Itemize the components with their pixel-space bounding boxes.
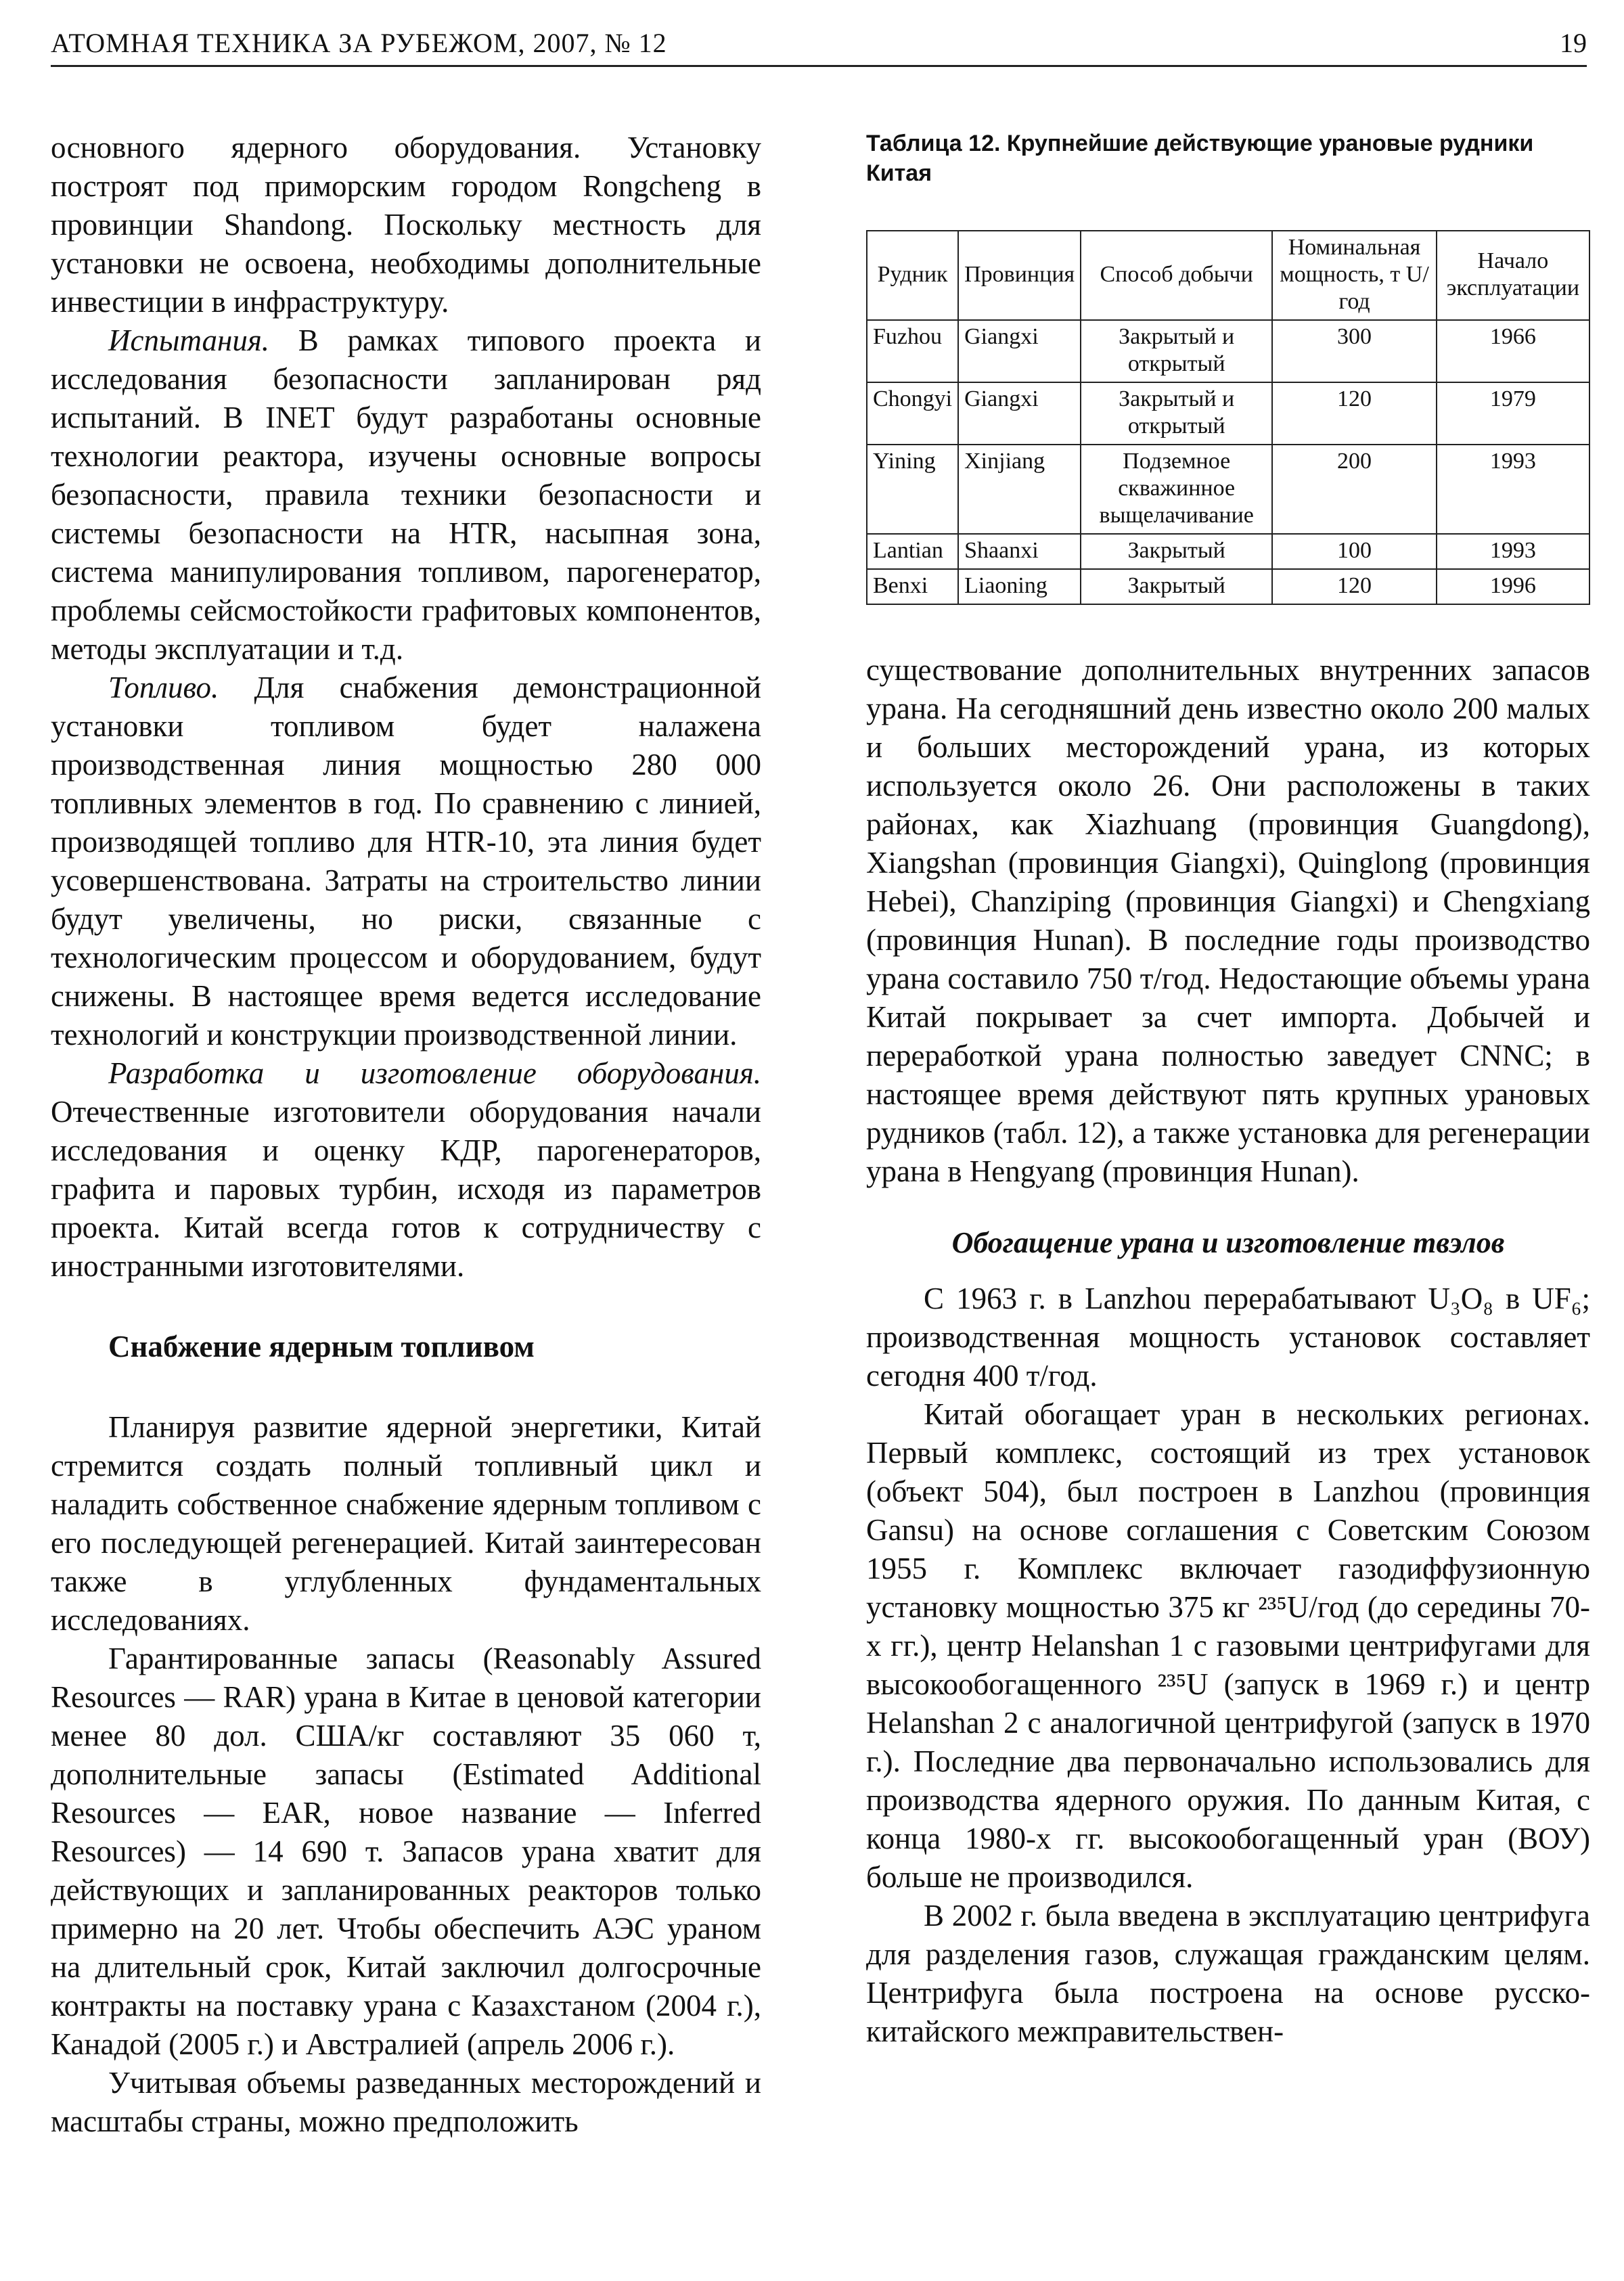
left-column: основного ядерного оборудования. Установ… bbox=[51, 129, 761, 2141]
table-header-row: Рудник Провинция Способ добычи Номинальная … bbox=[865, 230, 1591, 321]
table-cell: 300 bbox=[1271, 319, 1437, 383]
paragraph: основного ядерного оборудования. Установ… bbox=[51, 129, 761, 321]
table-cell: Giangxi bbox=[957, 382, 1082, 445]
table-cell: 120 bbox=[1271, 568, 1437, 605]
table-cell: Xinjiang bbox=[957, 444, 1082, 535]
table-row: Yining Xinjiang Подземное скважинное выщел… bbox=[865, 444, 1591, 535]
paragraph: В 2002 г. была введена в эксплуатацию це… bbox=[866, 1897, 1590, 2051]
paragraph-text: Для снабжения демонстрационной установки… bbox=[51, 671, 761, 1052]
paragraph: Гарантированные запасы (Reasonably Assur… bbox=[51, 1640, 761, 2064]
table-cell: Fuzhou bbox=[865, 319, 960, 383]
paragraph-text: Отечественные изготовители оборудования … bbox=[51, 1095, 761, 1283]
paragraph: С 1963 г. в Lanzhou перерабатывают U₃O₈ … bbox=[866, 1280, 1590, 1395]
table-cell: Закрытый и открытый bbox=[1080, 382, 1273, 445]
paragraph: Испытания. В рамках типового проекта и и… bbox=[51, 321, 761, 669]
table-row: Fuzhou Giangxi Закрытый и открытый 300 1966 bbox=[865, 319, 1591, 383]
page-number: 19 bbox=[1560, 28, 1587, 58]
table-cell: Shaanxi bbox=[957, 533, 1082, 570]
section-heading: Снабжение ядерным топливом bbox=[108, 1330, 535, 1363]
column-header: Номинальная мощность, т U/год bbox=[1271, 230, 1437, 321]
right-column: Таблица 12. Крупнейшие действующие урано… bbox=[865, 129, 1591, 2051]
paragraph-text: Гарантированные запасы (Reasonably Assur… bbox=[51, 1642, 761, 2061]
column-header: Начало эксплуатации bbox=[1435, 230, 1591, 321]
section-heading: Обогащение урана и изготовление твэлов bbox=[951, 1226, 1505, 1259]
mines-table: Рудник Провинция Способ добычи Номинальная … bbox=[865, 230, 1591, 605]
table-cell: Закрытый и открытый bbox=[1080, 319, 1273, 383]
table-cell: 120 bbox=[1271, 382, 1437, 445]
table-cell: Подземное скважинное выщелачивание bbox=[1080, 444, 1273, 535]
paragraph-text: Учитывая объемы разведанных месторождени… bbox=[51, 2066, 761, 2138]
table-cell: Закрытый bbox=[1080, 533, 1273, 570]
paragraph-lead: Испытания. bbox=[108, 323, 269, 357]
table-cell: 1979 bbox=[1435, 382, 1591, 445]
table-cell: 1993 bbox=[1435, 444, 1591, 535]
table-row: Chongyi Giangxi Закрытый и открытый 120 1979 bbox=[865, 382, 1591, 445]
journal-title: АТОМНАЯ ТЕХНИКА ЗА РУБЕЖОМ, 2007, № 12 bbox=[51, 28, 667, 58]
paragraph: Учитывая объемы разведанных месторождени… bbox=[51, 2064, 761, 2141]
paragraph-text: основного ядерного оборудования. Установ… bbox=[51, 131, 761, 319]
table-cell: 1993 bbox=[1435, 533, 1591, 570]
paragraph-text: существование дополнительных внутренних … bbox=[866, 653, 1590, 1188]
table-cell: 1966 bbox=[1435, 319, 1591, 383]
paragraph: существование дополнительных внутренних … bbox=[866, 651, 1590, 1191]
paragraph-lead: Разработка и изготовление оборудования. bbox=[108, 1056, 761, 1090]
paragraph: Китай обогащает уран в нескольких регион… bbox=[866, 1395, 1590, 1897]
table-cell: Lantian bbox=[865, 533, 960, 570]
table-row: Benxi Liaoning Закрытый 120 1996 bbox=[865, 568, 1591, 605]
paragraph-text: Планируя развитие ядерной энергетики, Ки… bbox=[51, 1410, 761, 1637]
table-cell: 100 bbox=[1271, 533, 1437, 570]
table-caption: Таблица 12. Крупнейшие действующие урано… bbox=[866, 131, 1534, 186]
table-cell: Chongyi bbox=[865, 382, 960, 445]
table-cell: Benxi bbox=[865, 568, 960, 605]
column-header: Способ добычи bbox=[1080, 230, 1273, 321]
paragraph: Планируя развитие ядерной энергетики, Ки… bbox=[51, 1408, 761, 1640]
table-cell: Giangxi bbox=[957, 319, 1082, 383]
table-cell: Закрытый bbox=[1080, 568, 1273, 605]
paragraph-text: Китай обогащает уран в нескольких регион… bbox=[866, 1397, 1590, 1894]
paragraph-text: В рамках типового проекта и исследования… bbox=[51, 323, 762, 666]
paragraph-text: С 1963 г. в Lanzhou перерабатывают U₃O₈ … bbox=[866, 1282, 1590, 1393]
table-cell: 200 bbox=[1271, 444, 1437, 535]
column-header: Провинция bbox=[957, 230, 1082, 321]
column-header: Рудник bbox=[865, 230, 960, 321]
paragraph: Разработка и изготовление оборудования. … bbox=[51, 1054, 761, 1286]
table-cell: 1996 bbox=[1435, 568, 1591, 605]
running-header: АТОМНАЯ ТЕХНИКА ЗА РУБЕЖОМ, 2007, № 12 1… bbox=[51, 20, 1587, 67]
table-row: Lantian Shaanxi Закрытый 100 1993 bbox=[865, 533, 1591, 570]
paragraph-lead: Топливо. bbox=[108, 671, 219, 704]
paragraph-text: В 2002 г. была введена в эксплуатацию це… bbox=[866, 1899, 1590, 2048]
paragraph: Топливо. Для снабжения демонстрационной … bbox=[51, 669, 761, 1054]
table-cell: Liaoning bbox=[957, 568, 1082, 605]
table-cell: Yining bbox=[865, 444, 960, 535]
